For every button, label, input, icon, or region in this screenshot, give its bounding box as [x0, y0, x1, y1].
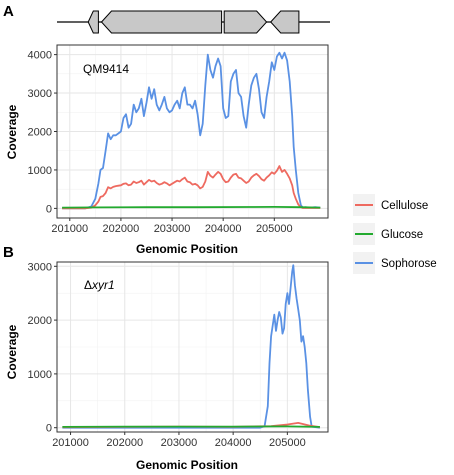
panel-label-b: B: [3, 244, 14, 261]
panel-a-xtick-label: 205000: [256, 223, 293, 235]
panel-a-series-cellulose: [62, 165, 321, 210]
gene-arrow-2: [100, 10, 223, 34]
gene-arrow-4: [270, 10, 300, 34]
panel-b-series-sophorose: [62, 264, 321, 429]
panel-b-ytick-label: 3000: [28, 261, 52, 273]
panel-b-annotation-gene: xyr1: [91, 278, 115, 292]
panel-a-xlabel: Genomic Position: [136, 242, 238, 256]
panel-b-ytick-label: 1000: [28, 369, 52, 381]
panel-a-ytick-label: 4000: [28, 50, 52, 62]
legend: Cellulose Glucose Sophorose: [353, 194, 437, 274]
panel-a-ylabel: Coverage: [5, 104, 19, 159]
panel-b-xlabel: Genomic Position: [136, 458, 238, 472]
panel-a-annotation: QM9414: [83, 62, 129, 76]
gene-arrow-1: [87, 10, 99, 34]
panel-a-ytick-label: 3000: [28, 88, 52, 100]
gene-map: [57, 10, 330, 34]
panel-a-series-sophorose: [62, 51, 321, 210]
gene-arrow-3: [223, 10, 268, 34]
panel-b-xtick-label: 201000: [52, 437, 89, 449]
panel-b-series-glucose: [62, 425, 320, 428]
panel-label-a: A: [3, 3, 14, 20]
panel-a-xtick-label: 202000: [103, 223, 140, 235]
legend-label-cellulose: Cellulose: [381, 200, 428, 212]
panel-a-xtick-label: 201000: [51, 223, 88, 235]
panel-b-annotation-delta: Δ: [84, 278, 92, 292]
legend-label-sophorose: Sophorose: [381, 258, 437, 270]
panel-a-ytick-label: 0: [46, 203, 52, 215]
panel-b-plot: 201000 202000 203000 204000 205000 0 1000 2000 3…: [28, 261, 329, 449]
panel-a-xtick-label: 204000: [205, 223, 242, 235]
panel-b-ytick-label: 2000: [28, 315, 52, 327]
legend-label-glucose: Glucose: [381, 229, 423, 241]
panel-b-xtick-label: 204000: [215, 437, 252, 449]
panel-b-ylabel: Coverage: [5, 324, 19, 379]
panel-b-ytick-label: 0: [46, 423, 52, 435]
panel-b-annotation: Δxyr1: [84, 278, 115, 292]
panel-b-xtick-label: 203000: [161, 437, 198, 449]
panel-a-border: [56, 44, 329, 219]
panel-a-xtick-label: 203000: [154, 223, 191, 235]
panel-b-xtick-label: 205000: [269, 437, 306, 449]
panel-b-border: [56, 261, 329, 433]
panel-a-plot: 201000 202000 203000 204000 205000 0 1000 2000 3…: [28, 44, 329, 235]
panel-a-ytick-label: 2000: [28, 127, 52, 139]
panel-b-xtick-label: 202000: [106, 437, 143, 449]
panel-a-ytick-label: 1000: [28, 165, 52, 177]
panel-a-series-glucose: [62, 205, 321, 209]
